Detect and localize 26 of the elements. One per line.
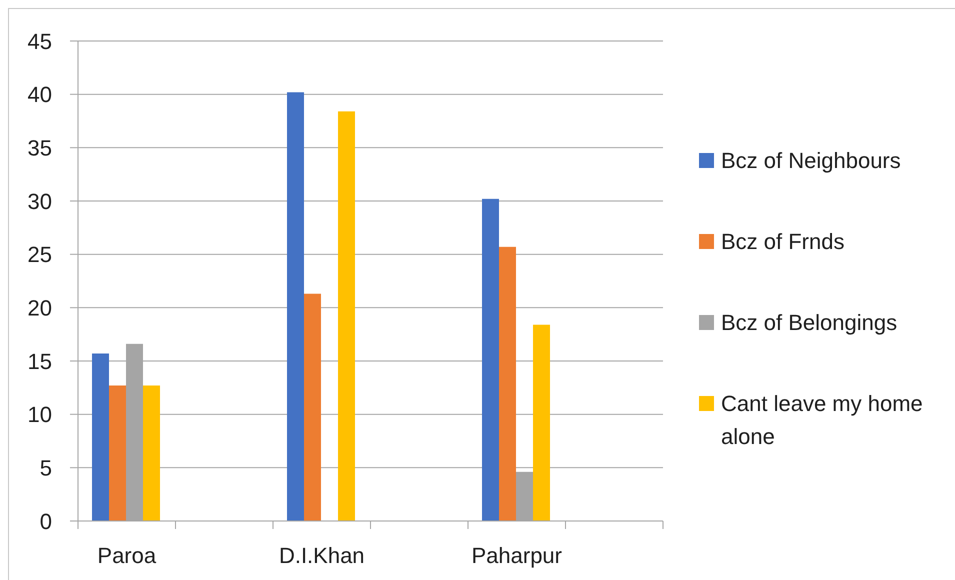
y-tick-label: 35 [28, 135, 52, 160]
y-tick-label: 15 [28, 348, 52, 374]
legend-label: Cant leave my home alone [721, 390, 924, 451]
bar [338, 111, 355, 521]
x-tick-label: D.I.Khan [278, 543, 365, 568]
bar [482, 198, 499, 521]
y-tick-label: 20 [28, 295, 52, 320]
bar [304, 294, 321, 521]
bar [499, 246, 516, 521]
x-tick-label: Paharpur [471, 543, 562, 568]
bar [92, 354, 109, 521]
y-tick-label: 25 [28, 242, 52, 268]
bar [143, 386, 160, 521]
y-tick-label: 40 [28, 82, 52, 108]
x-tick-label: Paroa [97, 543, 157, 568]
bar [287, 92, 304, 521]
y-tick-label: 5 [40, 455, 52, 480]
bar [109, 386, 126, 521]
bar [533, 324, 550, 521]
y-tick-label: 45 [28, 28, 52, 54]
y-tick-label: 30 [28, 188, 52, 214]
y-tick-label: 10 [28, 402, 52, 428]
legend-label: Bcz of Neighbours [721, 147, 902, 175]
y-tick-label: 0 [40, 508, 52, 534]
legend-label: Bcz of Frnds [721, 228, 846, 256]
legend-label: Bcz of Belongings [721, 309, 898, 337]
